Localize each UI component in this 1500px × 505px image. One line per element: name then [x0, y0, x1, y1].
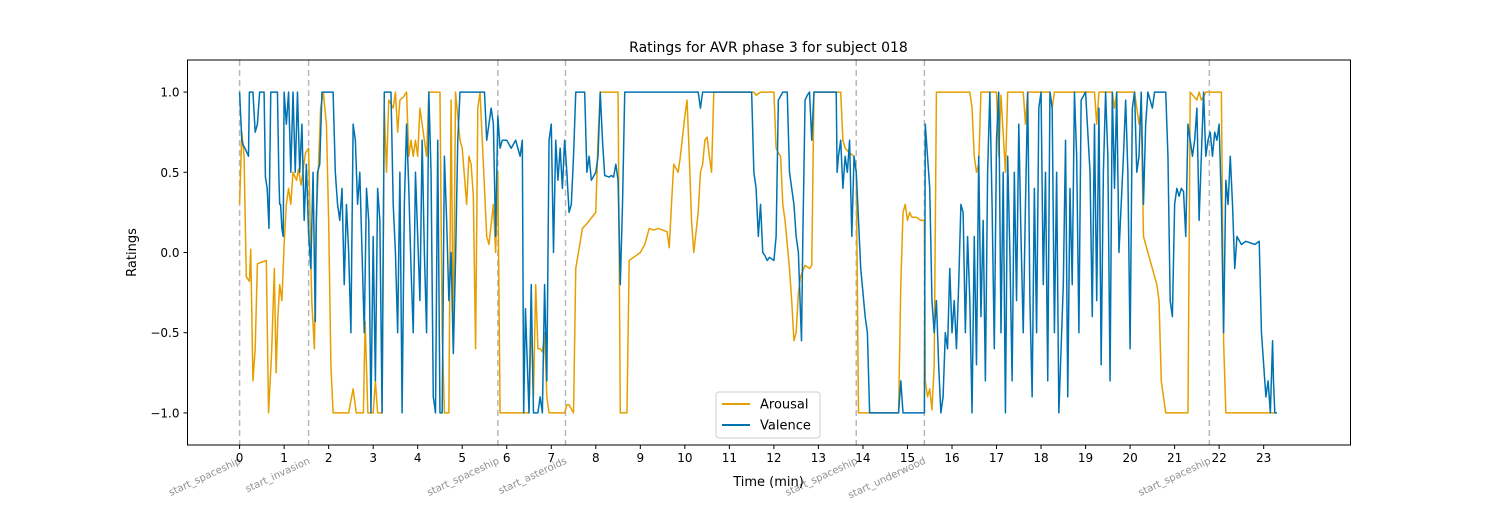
x-tick-label: 8 — [592, 451, 600, 465]
x-tick-label: 10 — [677, 451, 692, 465]
x-axis-label: Time (min) — [732, 475, 804, 490]
x-tick-label: 16 — [944, 451, 959, 465]
x-tick-label: 21 — [1167, 451, 1182, 465]
x-tick-label: 18 — [1033, 451, 1048, 465]
y-tick-label: 0.0 — [160, 246, 179, 260]
legend-label-valence: Valence — [760, 419, 811, 434]
event-label: start_invasion — [244, 456, 312, 496]
x-tick-label: 13 — [811, 451, 826, 465]
y-tick-label: −0.5 — [150, 326, 179, 340]
event-label: start_spaceship — [167, 456, 243, 499]
series-lines — [238, 91, 1278, 414]
series-line-valence — [238, 91, 1278, 414]
y-tick-label: −1.0 — [150, 406, 179, 420]
x-tick-label: 12 — [766, 451, 781, 465]
x-tick-label: 6 — [503, 451, 511, 465]
chart-title: Ratings for AVR phase 3 for subject 018 — [629, 40, 908, 56]
x-tick-label: 1 — [280, 451, 288, 465]
x-tick-label: 11 — [722, 451, 737, 465]
x-tick-label: 14 — [855, 451, 870, 465]
x-tick-label: 5 — [458, 451, 466, 465]
x-tick-label: 17 — [989, 451, 1004, 465]
x-axis-ticks: 0 1 2 3 4 5 6 7 8 9 10 11 12 13 14 15 16 17 18 19 20 21 22 23 — [236, 445, 1271, 465]
y-axis-label: Ratings — [125, 228, 140, 277]
legend: Arousal Valence — [715, 391, 821, 439]
y-tick-label: 0.5 — [160, 166, 179, 180]
x-tick-label: 0 — [236, 451, 244, 465]
y-axis-ticks: 1.0 0.5 0.0 −0.5 −1.0 — [150, 86, 188, 420]
x-tick-label: 2 — [325, 451, 333, 465]
x-tick-label: 15 — [900, 451, 915, 465]
x-tick-label: 20 — [1122, 451, 1137, 465]
x-tick-label: 3 — [369, 451, 377, 465]
series-line-arousal — [238, 91, 1275, 414]
x-tick-label: 9 — [637, 451, 645, 465]
x-tick-label: 22 — [1212, 451, 1227, 465]
x-tick-label: 19 — [1078, 451, 1093, 465]
x-tick-label: 4 — [414, 451, 422, 465]
y-tick-label: 1.0 — [160, 86, 179, 100]
x-tick-label: 23 — [1256, 451, 1271, 465]
x-tick-label: 7 — [547, 451, 555, 465]
legend-label-arousal: Arousal — [760, 398, 809, 413]
